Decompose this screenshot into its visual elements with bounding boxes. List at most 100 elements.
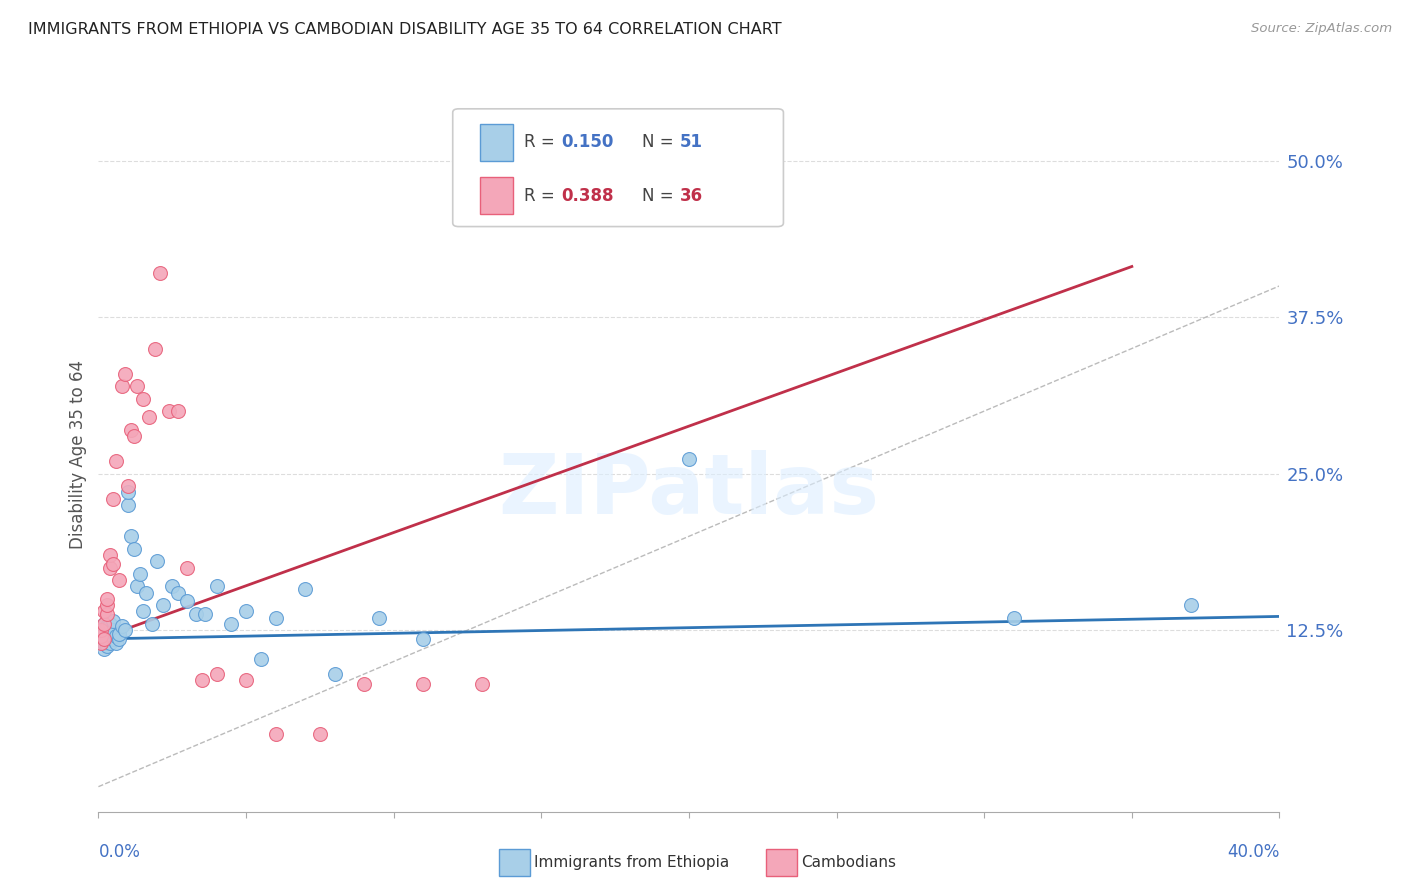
Point [93,636,115,650]
FancyBboxPatch shape [479,124,513,161]
Point [205,667,228,681]
Point [117,498,139,512]
Point [93,632,115,646]
FancyBboxPatch shape [453,109,783,227]
Text: 40.0%: 40.0% [1227,843,1279,861]
Text: Cambodians: Cambodians [801,855,897,870]
Point [98,630,121,644]
Point [235,604,257,618]
Point [90,623,112,637]
Point [93,616,115,631]
Point [114,623,136,637]
Point [96,619,118,633]
Point [103,632,125,646]
Y-axis label: Disability Age 35 to 64: Disability Age 35 to 64 [69,360,87,549]
Point [93,616,115,631]
Point [141,616,163,631]
Point [122,429,145,443]
Point [103,623,125,637]
Point [96,632,118,646]
Point [152,598,174,612]
Point [176,594,198,608]
Point [294,582,316,596]
Text: IMMIGRANTS FROM ETHIOPIA VS CAMBODIAN DISABILITY AGE 35 TO 64 CORRELATION CHART: IMMIGRANTS FROM ETHIOPIA VS CAMBODIAN DI… [28,22,782,37]
Text: N =: N = [641,187,679,205]
Point [167,404,190,418]
Point [105,636,128,650]
Point [93,630,115,644]
Point [191,673,214,688]
Point [235,673,257,688]
Point [90,630,112,644]
Point [90,630,112,644]
Point [125,579,148,593]
Point [412,677,434,691]
Point [96,607,118,621]
Point [1180,598,1202,612]
Point [90,636,112,650]
Point [264,610,287,624]
Text: 0.0%: 0.0% [98,843,141,861]
Point [122,541,145,556]
Point [157,404,180,418]
Text: N =: N = [641,134,679,152]
Point [353,677,375,691]
Point [412,632,434,646]
Point [1002,610,1025,624]
Point [471,677,494,691]
Point [138,410,160,425]
Text: 51: 51 [679,134,703,152]
Point [96,591,118,606]
Point [309,727,332,741]
Point [108,627,131,641]
Point [96,627,118,641]
Point [250,652,273,666]
Point [108,573,131,587]
Point [90,636,112,650]
Point [146,554,169,568]
Text: R =: R = [523,187,560,205]
Point [98,560,121,574]
Point [93,642,115,657]
Point [117,485,139,500]
Point [117,479,139,493]
Point [108,632,131,646]
Point [135,585,157,599]
Point [105,454,128,468]
Point [143,342,166,356]
Point [149,266,172,280]
Point [120,529,142,543]
Point [103,491,125,506]
Point [132,392,155,406]
Point [176,560,198,574]
FancyBboxPatch shape [479,178,513,214]
Point [264,727,287,741]
Text: Immigrants from Ethiopia: Immigrants from Ethiopia [534,855,730,870]
Text: 0.388: 0.388 [561,187,614,205]
Point [368,610,391,624]
Point [167,585,190,599]
Text: 0.150: 0.150 [561,134,614,152]
Point [323,667,346,681]
Point [120,423,142,437]
Point [98,616,121,631]
Text: 36: 36 [679,187,703,205]
Point [111,619,134,633]
Point [184,607,207,621]
Point [96,640,118,654]
Text: Source: ZipAtlas.com: Source: ZipAtlas.com [1251,22,1392,36]
Point [98,548,121,562]
Point [132,604,155,618]
Point [678,451,700,466]
Text: ZIPatlas: ZIPatlas [499,450,879,531]
Point [205,579,228,593]
Point [90,623,112,637]
Point [111,379,134,393]
Point [194,607,217,621]
Point [98,636,121,650]
Point [219,616,242,631]
Point [128,566,150,581]
Point [103,615,125,629]
Point [105,630,128,644]
Point [93,604,115,618]
